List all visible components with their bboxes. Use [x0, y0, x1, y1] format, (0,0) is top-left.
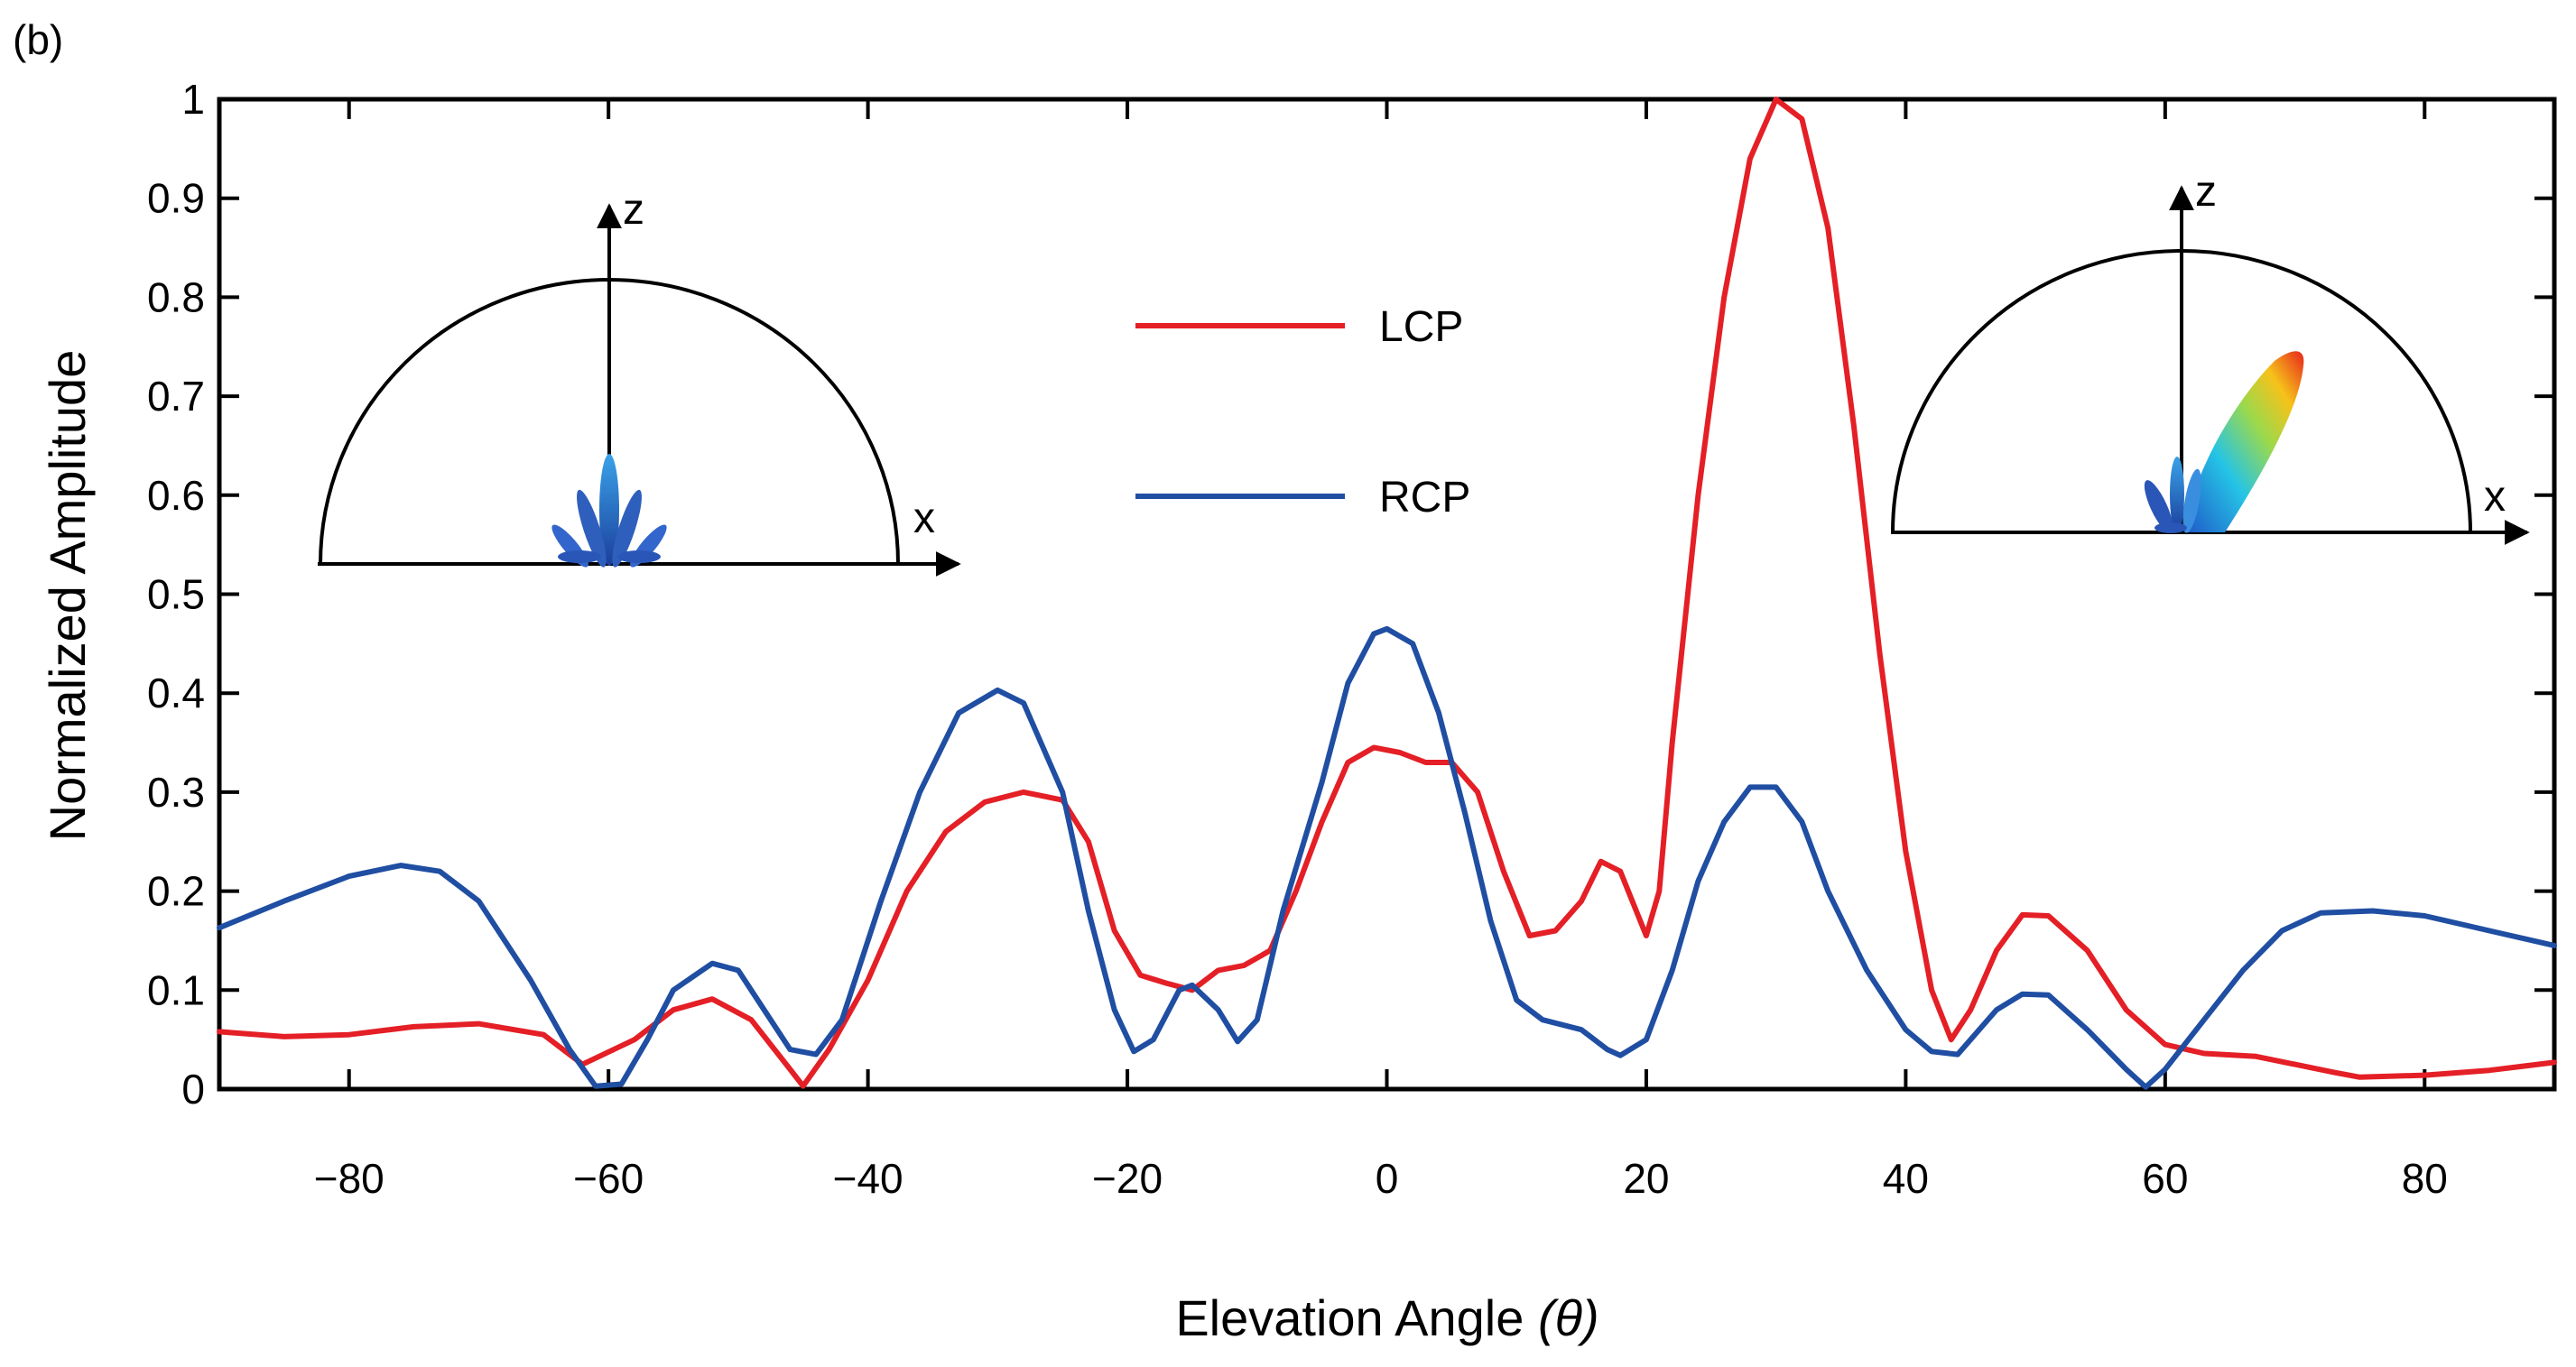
x-axis-title-symbol: (θ)	[1538, 1289, 1599, 1346]
x-tick-label: −40	[833, 1155, 903, 1202]
y-tick-label: 0.5	[147, 571, 205, 618]
inset-left-z-label: z	[623, 186, 644, 234]
inset-left-x-label: x	[913, 494, 935, 542]
legend-label-rcp: RCP	[1379, 474, 1470, 522]
series-lines	[217, 97, 2557, 1090]
inset-right-z-label: z	[2195, 168, 2217, 216]
x-tick-label: 80	[2402, 1155, 2448, 1202]
y-tick-label: 0.3	[147, 769, 205, 816]
legend: LCP RCP	[1135, 303, 1470, 522]
series-line-rcp	[217, 625, 2557, 1090]
legend-label-lcp: LCP	[1379, 303, 1463, 351]
side-lobe-1	[2144, 480, 2173, 533]
inset-right-side-lobes	[2144, 457, 2201, 533]
panel-label: (b)	[13, 16, 63, 63]
y-axis-title: Normalized Amplitude	[39, 350, 96, 842]
lobe-right-3	[617, 550, 661, 563]
lobe-main	[599, 454, 619, 566]
inset-left-lobes	[551, 454, 667, 568]
lobe-left-1	[577, 489, 607, 568]
y-tick-label: 0.1	[147, 966, 205, 1013]
plot-frame	[217, 97, 2557, 1092]
inset-right-main-beam	[2184, 351, 2304, 532]
x-tick-label: −20	[1092, 1155, 1163, 1202]
x-axis-title: Elevation Angle (θ)	[1175, 1289, 1598, 1346]
inset-right-x-label: x	[2484, 473, 2506, 521]
y-tick-label: 0.4	[147, 670, 205, 716]
x-tick-label: −60	[573, 1155, 644, 1202]
series-line-lcp	[217, 97, 2557, 1089]
y-tick-label: 0.9	[147, 175, 205, 222]
x-axis-ticks: −80 −60 −40 −20 0 20 40 60 80	[314, 99, 2448, 1202]
x-tick-label: 20	[1623, 1155, 1669, 1202]
x-axis-title-text: Elevation Angle	[1175, 1289, 1524, 1346]
y-tick-label: 0	[181, 1066, 205, 1113]
y-tick-label: 0.8	[147, 273, 205, 320]
side-lobe-4	[2154, 522, 2187, 533]
x-tick-label: 40	[1883, 1155, 1929, 1202]
inset-tilted-pattern: z x	[1891, 168, 2530, 545]
lobe-right-1	[612, 489, 642, 568]
y-tick-label: 0.2	[147, 868, 205, 915]
x-tick-label: −80	[314, 1155, 385, 1202]
y-tick-label: 0.6	[147, 472, 205, 519]
side-lobe-3	[2182, 468, 2201, 533]
y-tick-label: 1	[181, 76, 205, 123]
inset-broadside-pattern: z x	[318, 186, 961, 577]
x-tick-label: 60	[2142, 1155, 2188, 1202]
x-tick-label: 0	[1376, 1155, 1399, 1202]
y-axis-ticks: 0 0.1 0.2 0.3 0.4 0.5 0.6 0.7 0.8 0.9 1	[147, 76, 2554, 1113]
side-lobe-2	[2170, 457, 2184, 532]
y-tick-label: 0.7	[147, 373, 205, 420]
lobe-left-3	[558, 550, 601, 563]
